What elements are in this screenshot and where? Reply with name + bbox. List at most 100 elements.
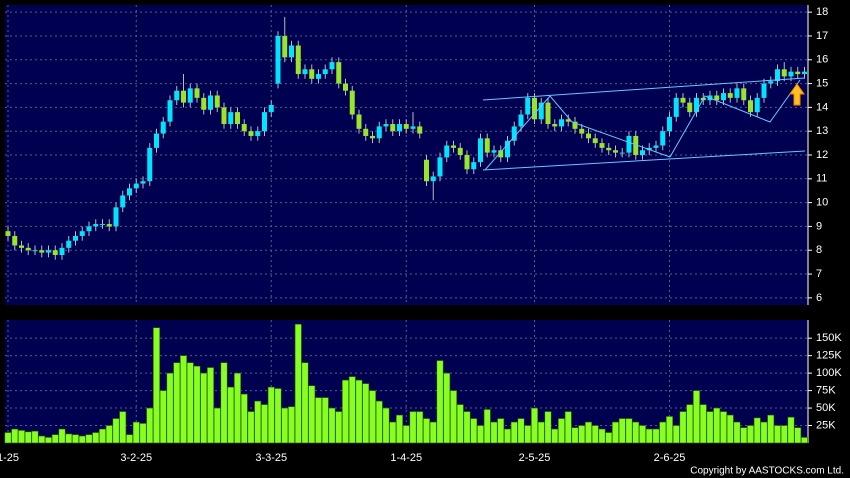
volume-bar [449, 390, 457, 444]
volume-bar [17, 430, 25, 444]
volume-bar [207, 367, 215, 444]
volume-bar [584, 421, 592, 444]
x-tick-label: 2-6-25 [654, 452, 686, 464]
candle-body [640, 150, 645, 155]
volume-bar [301, 362, 309, 444]
volume-bar [260, 404, 268, 444]
candle-body [52, 250, 58, 255]
y-tick-label: 11 [816, 173, 827, 185]
volume-bar [240, 393, 248, 444]
candle-body [579, 128, 585, 134]
volume-bar [726, 414, 734, 444]
candle-body [133, 183, 139, 189]
volume-bar [200, 372, 208, 444]
x-tick-label: 1-4-25 [390, 452, 422, 464]
volume-bar [314, 397, 322, 444]
volume-bar [436, 360, 444, 444]
volume-bar [753, 417, 761, 444]
volume-bar [227, 386, 235, 444]
volume-bar [4, 432, 12, 444]
volume-bar [652, 428, 660, 444]
volume-bar [85, 434, 93, 444]
candle-body [633, 135, 639, 155]
candle-body [268, 105, 274, 113]
candle-body [106, 224, 112, 227]
candle-body [160, 121, 166, 134]
y-tick-label: 100K [816, 367, 842, 379]
volume-bar [368, 390, 376, 444]
y-tick-label: 13 [816, 125, 828, 137]
volume-bar [524, 425, 532, 444]
candle-body [748, 100, 753, 113]
candle-body [275, 35, 281, 84]
volume-bar [274, 388, 282, 444]
candle-body [127, 188, 132, 196]
candle-body [424, 159, 429, 182]
volume-bar [105, 425, 113, 444]
volume-bar [31, 430, 39, 444]
x-tick-label: 3-3-25 [255, 452, 287, 464]
volume-bar [733, 421, 741, 444]
candle-body [619, 152, 625, 154]
candle-body [498, 150, 504, 158]
volume-bar [395, 414, 403, 444]
candle-body [79, 231, 85, 236]
volume-bar [146, 407, 154, 444]
candle-body [174, 90, 180, 101]
volume-bar [760, 421, 768, 444]
candle-body [376, 126, 382, 139]
volume-bar [632, 421, 640, 444]
candle-body [181, 90, 186, 103]
volume-bar [591, 425, 599, 444]
volume-bar [153, 327, 161, 444]
volume-bar [422, 418, 430, 444]
copyright: Copyright by AASTOCKS.com Ltd. [690, 466, 844, 477]
volume-bar [719, 411, 727, 444]
candle-body [295, 45, 301, 75]
candle-body [187, 88, 193, 103]
volume-bar [139, 423, 147, 444]
candle-body [572, 121, 578, 129]
volume-bar [476, 425, 484, 444]
candle-body [322, 69, 328, 75]
volume-bar [38, 435, 46, 444]
volume-bar [510, 421, 518, 444]
candle-body [12, 235, 18, 246]
volume-bar [625, 418, 633, 444]
volume-bar [72, 434, 80, 444]
x-tick-label: 1-25 [0, 452, 19, 464]
candle-body [673, 97, 679, 117]
candle-body [167, 100, 173, 122]
volume-bar [713, 407, 721, 444]
candle-body [228, 112, 234, 125]
volume-bar [416, 411, 424, 444]
y-tick-label: 14 [816, 101, 828, 113]
candle-body [478, 138, 483, 163]
volume-bar [800, 437, 808, 444]
candle-body [113, 207, 119, 227]
volume-bar [746, 425, 754, 444]
volume-bar [483, 409, 491, 444]
volume-bar [645, 428, 653, 444]
volume-bar [463, 411, 471, 444]
volume-bar [456, 404, 464, 444]
y-tick-label: 50K [816, 402, 836, 414]
candle-body [343, 83, 348, 91]
candle-body [687, 102, 693, 113]
candle-body [532, 97, 537, 120]
candle-body [768, 81, 774, 84]
candle-body [437, 157, 443, 177]
volume-bar [389, 421, 397, 444]
y-tick-label: 16 [816, 54, 828, 66]
volume-bar [706, 411, 714, 444]
volume-bar [551, 428, 559, 444]
candle-body [100, 224, 105, 226]
candle-body [309, 69, 315, 79]
candle-body [646, 147, 652, 151]
candle-body [316, 74, 321, 79]
y-tick-label: 12 [816, 149, 828, 161]
volume-bar [44, 437, 52, 444]
volume-bar [193, 365, 201, 444]
candle-body [761, 83, 767, 98]
candle-body [221, 107, 227, 125]
